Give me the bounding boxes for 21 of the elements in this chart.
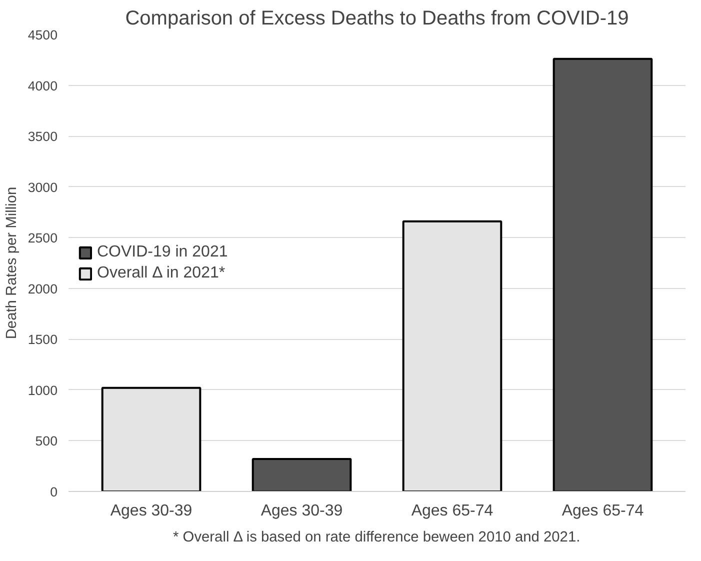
y-tick-label: 2000 — [28, 281, 58, 296]
y-tick-label: 1000 — [28, 382, 58, 398]
y-tick-label: 2500 — [28, 230, 58, 246]
bar — [252, 458, 352, 492]
text: * Overall Δ is based on rate difference beween 2010 and 2021. — [173, 530, 580, 546]
bar — [552, 58, 653, 492]
y-tick-label: 4000 — [28, 78, 58, 94]
y-tick-label: 1500 — [28, 332, 58, 348]
y-tick-label: 0 — [50, 484, 58, 500]
x-tick-label: Ages 30-39 — [260, 502, 343, 520]
legend-label: Overall Δ in 2021* — [97, 264, 226, 282]
legend-label: COVID-19 in 2021 — [97, 243, 228, 261]
y-tick-label: 4500 — [28, 28, 58, 42]
y-axis-title: Death Rates per Million — [4, 186, 20, 340]
y-tick-label: 3000 — [28, 180, 58, 195]
x-tick-label: Ages 65-74 — [562, 502, 644, 520]
chart-title: Comparison of Excess Deaths to Deaths from COVID-19 — [125, 8, 629, 30]
y-tick-label: 3500 — [28, 129, 58, 144]
x-tick-label: Ages 65-74 — [411, 502, 494, 520]
y-tick-label: 500 — [35, 434, 58, 449]
x-tick-label: Ages 30-39 — [110, 502, 192, 520]
